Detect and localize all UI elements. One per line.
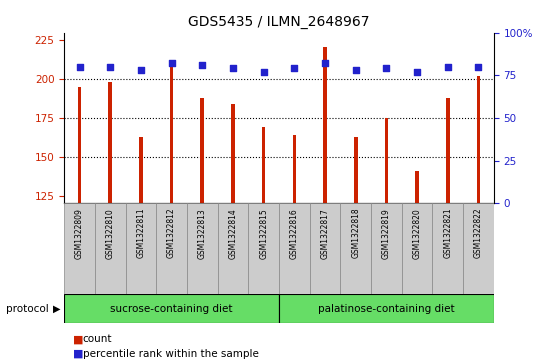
Point bbox=[75, 64, 84, 70]
Text: GSM1322812: GSM1322812 bbox=[167, 208, 176, 258]
Point bbox=[474, 64, 483, 70]
Text: GSM1322809: GSM1322809 bbox=[75, 208, 84, 259]
Text: GSM1322819: GSM1322819 bbox=[382, 208, 391, 258]
Bar bbox=[279, 294, 494, 323]
Bar bbox=[354, 136, 358, 203]
Bar bbox=[64, 203, 95, 294]
Bar bbox=[108, 82, 112, 203]
Bar bbox=[371, 203, 402, 294]
Text: palatinose-containing diet: palatinose-containing diet bbox=[318, 303, 455, 314]
Text: GSM1322813: GSM1322813 bbox=[198, 208, 207, 258]
Text: GSM1322816: GSM1322816 bbox=[290, 208, 299, 258]
Point bbox=[167, 61, 176, 66]
Text: ■: ■ bbox=[73, 334, 83, 344]
Bar bbox=[156, 203, 187, 294]
Text: GSM1322817: GSM1322817 bbox=[320, 208, 330, 258]
Point bbox=[382, 66, 391, 72]
Point bbox=[228, 66, 237, 72]
Bar bbox=[139, 136, 143, 203]
Text: GSM1322822: GSM1322822 bbox=[474, 208, 483, 258]
Bar bbox=[231, 104, 235, 203]
Bar bbox=[248, 203, 279, 294]
Bar bbox=[292, 135, 296, 203]
Bar bbox=[95, 203, 126, 294]
Text: protocol: protocol bbox=[6, 303, 49, 314]
Bar bbox=[463, 203, 494, 294]
Text: sucrose-containing diet: sucrose-containing diet bbox=[110, 303, 233, 314]
Text: ▶: ▶ bbox=[53, 303, 60, 314]
Text: GSM1322820: GSM1322820 bbox=[412, 208, 422, 258]
Text: GSM1322811: GSM1322811 bbox=[136, 208, 146, 258]
Bar bbox=[279, 203, 310, 294]
Bar bbox=[402, 203, 432, 294]
Bar bbox=[432, 203, 463, 294]
Bar bbox=[340, 203, 371, 294]
Point bbox=[443, 64, 452, 70]
Text: GSM1322814: GSM1322814 bbox=[228, 208, 238, 258]
Bar bbox=[310, 203, 340, 294]
Text: count: count bbox=[83, 334, 112, 344]
Point bbox=[320, 61, 329, 66]
Bar bbox=[323, 46, 327, 203]
Bar bbox=[477, 76, 480, 203]
Bar bbox=[64, 294, 279, 323]
Text: percentile rank within the sample: percentile rank within the sample bbox=[83, 349, 258, 359]
Bar bbox=[200, 98, 204, 203]
Bar bbox=[262, 127, 266, 203]
Bar bbox=[187, 203, 218, 294]
Text: GSM1322818: GSM1322818 bbox=[351, 208, 360, 258]
Title: GDS5435 / ILMN_2648967: GDS5435 / ILMN_2648967 bbox=[188, 15, 370, 29]
Point bbox=[259, 69, 268, 75]
Point bbox=[412, 69, 421, 75]
Bar bbox=[415, 171, 419, 203]
Text: GSM1322815: GSM1322815 bbox=[259, 208, 268, 258]
Text: GSM1322810: GSM1322810 bbox=[105, 208, 115, 258]
Point bbox=[198, 62, 206, 68]
Point bbox=[351, 67, 360, 73]
Point bbox=[290, 66, 299, 72]
Point bbox=[136, 67, 145, 73]
Bar bbox=[126, 203, 156, 294]
Bar bbox=[218, 203, 248, 294]
Text: GSM1322821: GSM1322821 bbox=[443, 208, 453, 258]
Bar bbox=[446, 98, 450, 203]
Text: ■: ■ bbox=[73, 349, 83, 359]
Bar bbox=[384, 118, 388, 203]
Bar bbox=[78, 87, 81, 203]
Bar bbox=[170, 65, 174, 203]
Point bbox=[105, 64, 115, 70]
